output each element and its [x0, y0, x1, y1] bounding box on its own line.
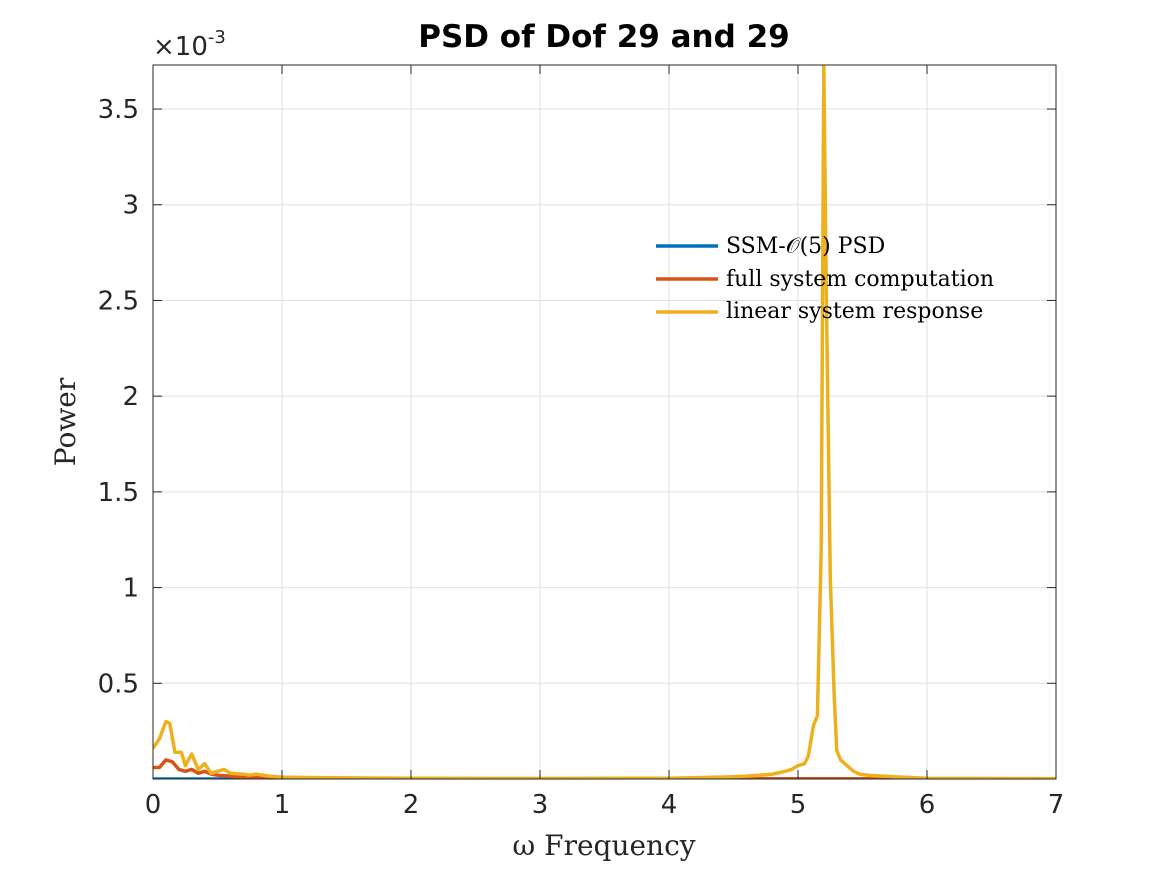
- ticks: 0 1 2 3 4 5 6 7 0.5 1 1.5 2 2.5 3 3.5: [98, 65, 1065, 820]
- x-tick-label: 0: [145, 790, 162, 820]
- legend: SSM-𝒪(5) PSD full system computation lin…: [656, 234, 994, 324]
- y-axis-label: Power: [49, 377, 82, 466]
- y-tick-label: 1: [122, 574, 139, 604]
- y-tick-label: 0.5: [98, 669, 139, 699]
- x-tick-label: 6: [919, 790, 936, 820]
- y-tick-label: 2: [122, 382, 139, 412]
- legend-label-linear: linear system response: [726, 299, 983, 324]
- legend-label-full: full system computation: [726, 267, 994, 292]
- y-tick-label: 3: [122, 191, 139, 221]
- x-tick-label: 3: [532, 790, 549, 820]
- x-tick-label: 2: [403, 790, 420, 820]
- plot-frame: [152, 64, 1057, 780]
- x-tick-label: 5: [790, 790, 807, 820]
- y-tick-label: 1.5: [98, 478, 139, 508]
- plot-background: [153, 65, 1056, 779]
- y-tick-label: 2.5: [98, 286, 139, 316]
- x-tick-label: 1: [274, 790, 291, 820]
- grid: [152, 65, 1057, 779]
- series-linear-line: [153, 65, 1056, 779]
- y-tick-label: 3.5: [98, 95, 139, 125]
- x-axis-label: ω Frequency: [512, 829, 695, 862]
- y-exponent-label: ×10-3: [153, 27, 226, 62]
- chart-title: PSD of Dof 29 and 29: [418, 19, 790, 55]
- legend-label-ssm: SSM-𝒪(5) PSD: [726, 234, 885, 259]
- x-tick-label: 7: [1048, 790, 1065, 820]
- x-tick-label: 4: [661, 790, 678, 820]
